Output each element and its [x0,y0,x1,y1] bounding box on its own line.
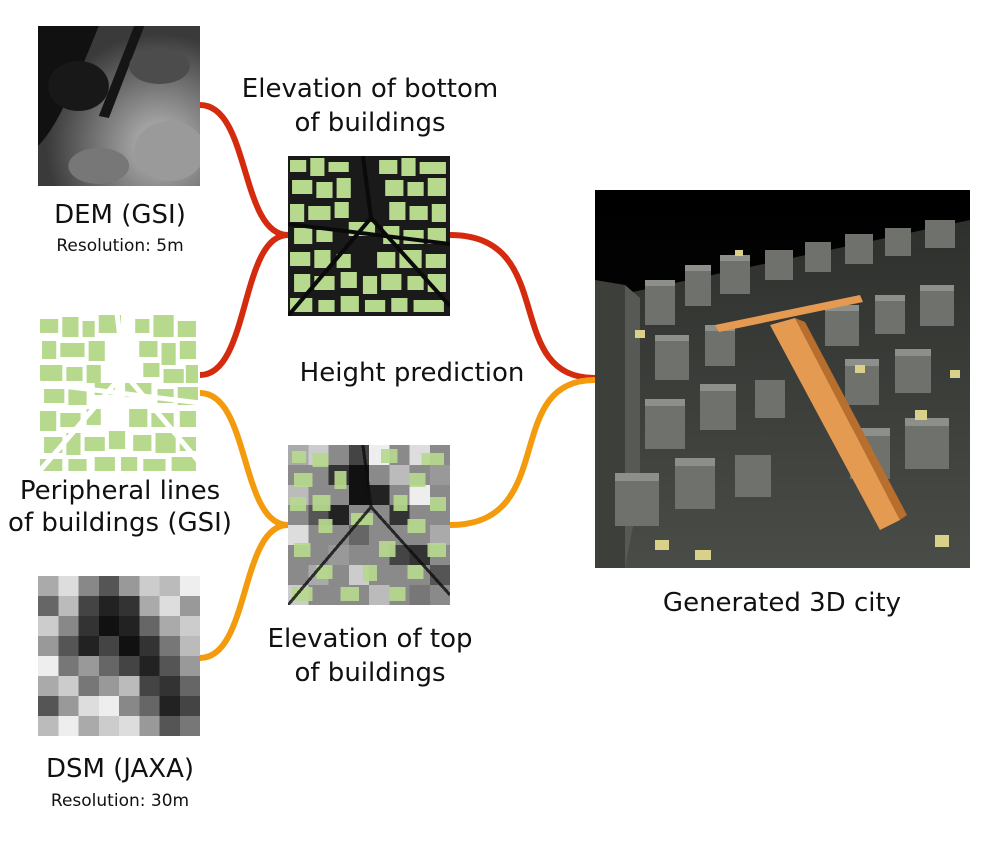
city-render-image [595,190,970,568]
bottom-elevation-image [288,156,450,316]
output-label: Generated 3D city [662,588,902,618]
bottom-title-line1: Elevation of bottom [241,74,499,104]
top-title-line2: of buildings [294,658,446,688]
peripheral-image [38,313,200,473]
dem-title: DEM (GSI) [54,200,186,230]
process-label: Height prediction [299,358,525,388]
connector-peripheral-to-top [199,390,289,528]
peripheral-title-line1: Peripheral lines [19,476,221,506]
connector-dem-to-bottom [199,102,289,238]
top-elevation-image [288,445,450,605]
connector-dsm-to-top [199,522,289,661]
connector-top-to-city [449,377,596,528]
dem-image [38,26,200,186]
connector-bottom-to-city [449,232,596,381]
connector-peripheral-to-bottom [199,232,289,378]
bottom-title-line2: of buildings [294,108,446,138]
top-title-line1: Elevation of top [267,624,473,654]
dsm-image [38,576,200,736]
dsm-resolution: Resolution: 30m [50,791,190,811]
peripheral-title-line2: of buildings (GSI) [8,508,232,538]
dsm-title: DSM (JAXA) [45,754,195,784]
dem-resolution: Resolution: 5m [56,236,184,256]
